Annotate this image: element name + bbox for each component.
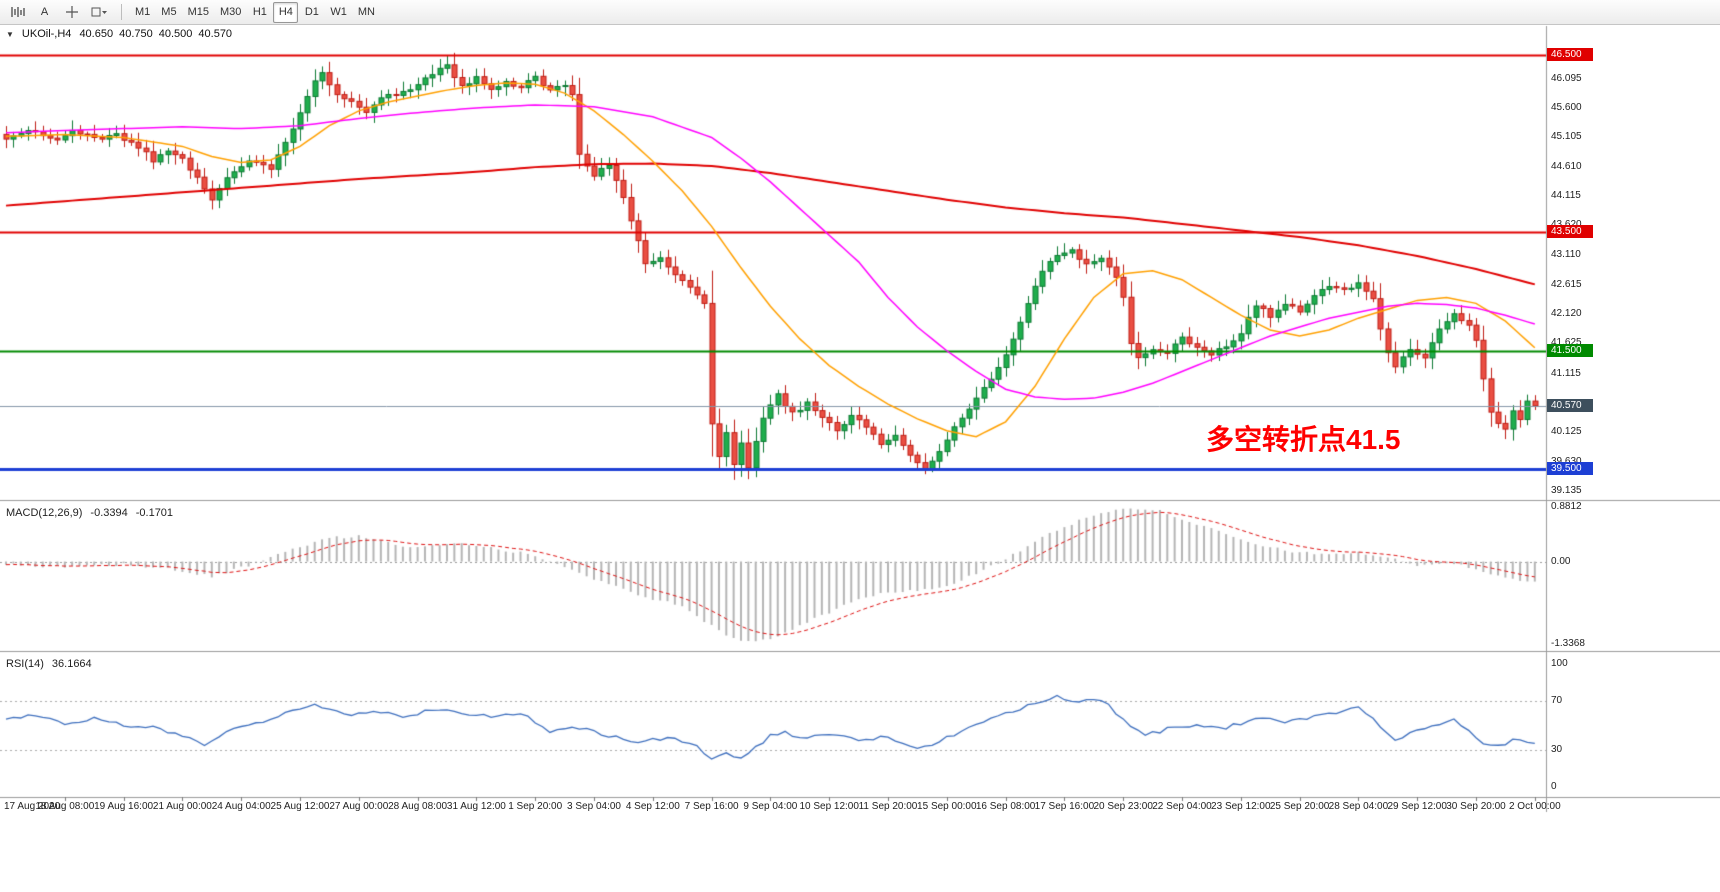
crosshair-icon[interactable]	[59, 2, 84, 23]
timeframe-m1[interactable]: M1	[130, 2, 155, 23]
timeframe-w1[interactable]: W1	[325, 2, 352, 23]
toolbar: A M1 M5 M15 M30 H1 H4 D1 W1 MN	[0, 0, 1720, 25]
indicator-dropdown-glyph	[91, 7, 107, 17]
timeframe-mn[interactable]: MN	[353, 2, 380, 23]
indicators-dropdown-icon[interactable]	[86, 2, 113, 23]
timeframe-m15[interactable]: M15	[183, 2, 214, 23]
bar-chart-icon	[10, 7, 25, 17]
crosshair-glyph	[65, 6, 78, 18]
chart-bars-icon[interactable]	[5, 2, 30, 23]
timeframe-m30[interactable]: M30	[215, 2, 246, 23]
toolbar-separator	[121, 4, 122, 20]
timeframe-h4[interactable]: H4	[273, 1, 299, 23]
text-annotation-button[interactable]: A	[32, 2, 57, 23]
timeframe-group: M1 M5 M15 M30 H1 H4 D1 W1 MN	[130, 1, 380, 23]
timeframe-d1[interactable]: D1	[299, 2, 324, 23]
timeframe-m5[interactable]: M5	[156, 2, 181, 23]
timeframe-h1[interactable]: H1	[247, 2, 272, 23]
